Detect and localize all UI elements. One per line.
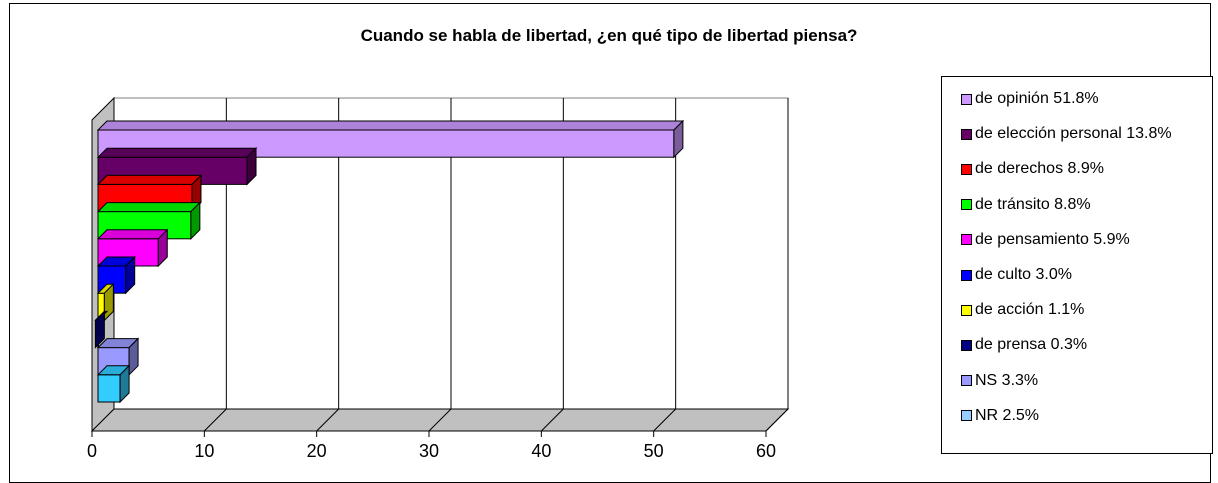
legend-label: de acción 1.1% xyxy=(975,301,1085,319)
floor-grid-line xyxy=(765,408,789,432)
bar-top xyxy=(96,229,169,240)
legend-label: NR 2.5% xyxy=(975,406,1040,424)
x-axis-ticks: 0 10 20 30 40 50 60 xyxy=(87,431,776,461)
legend-item: NR 2.5% xyxy=(961,406,1039,426)
bar-side xyxy=(246,146,257,186)
legend-item: de acción 1.1% xyxy=(961,300,1084,320)
legend-swatch xyxy=(961,304,972,316)
legend-label: de elección personal 13.8% xyxy=(975,125,1172,143)
floor-grid-line xyxy=(653,408,677,432)
bar-top xyxy=(96,147,258,158)
tick-label: 60 xyxy=(756,441,776,461)
floor-grid-line xyxy=(316,408,340,432)
legend-item: de pensamiento 5.9% xyxy=(961,230,1130,250)
legend-item: de opinión 51.8% xyxy=(961,89,1099,109)
legend-item: de derechos 8.9% xyxy=(961,159,1104,179)
legend-swatch xyxy=(961,269,972,281)
legend-label: de prensa 0.3% xyxy=(975,336,1088,354)
bar-front xyxy=(97,374,121,403)
legend-swatch xyxy=(961,128,972,140)
legend-swatch xyxy=(961,375,972,387)
legend-item: NS 3.3% xyxy=(961,371,1038,391)
legend-swatch xyxy=(961,234,972,246)
floor-grid-line xyxy=(203,408,227,432)
tick-label: 40 xyxy=(531,441,551,461)
legend-label: de culto 3.0% xyxy=(975,266,1072,283)
legend-item: de culto 3.0% xyxy=(961,265,1072,285)
floor-grid-line xyxy=(428,408,452,432)
legend-label: de derechos 8.9% xyxy=(975,160,1104,178)
legend-label: de tránsito 8.8% xyxy=(975,195,1091,213)
bar-top xyxy=(96,174,203,185)
bar-side xyxy=(673,119,684,159)
floor-grid-line xyxy=(540,408,564,432)
legend-swatch xyxy=(961,199,972,211)
bar-side xyxy=(94,310,105,349)
tick-label: 20 xyxy=(307,441,327,461)
legend-label: NS 3.3% xyxy=(975,371,1039,389)
tick-label: 10 xyxy=(194,441,214,461)
legend-item: de tránsito 8.8% xyxy=(961,195,1091,215)
bars xyxy=(94,119,685,404)
bar-top xyxy=(96,202,202,213)
bar xyxy=(96,364,131,404)
legend-label: de pensamiento 5.9% xyxy=(975,230,1130,248)
tick-label: 0 xyxy=(87,441,97,461)
bar-side xyxy=(190,201,201,241)
chart-title: Cuando se habla de libertad, ¿en qué tip… xyxy=(360,26,858,45)
bar xyxy=(96,255,136,295)
legend-swatch xyxy=(961,163,972,175)
legend-item: de prensa 0.3% xyxy=(961,335,1087,355)
tick-label: 50 xyxy=(644,441,664,461)
legend-swatch xyxy=(961,339,972,351)
legend: de opinión 51.8% de elección personal 13.… xyxy=(941,76,1213,454)
bar-side xyxy=(125,255,136,295)
bar-side xyxy=(157,228,168,268)
tick-label: 30 xyxy=(419,441,439,461)
bar-side xyxy=(119,364,130,404)
legend-item: de elección personal 13.8% xyxy=(961,124,1172,144)
legend-swatch xyxy=(961,410,972,422)
legend-swatch xyxy=(961,93,972,105)
legend-label: de opinión 51.8% xyxy=(975,90,1099,107)
bar-top xyxy=(96,120,685,131)
